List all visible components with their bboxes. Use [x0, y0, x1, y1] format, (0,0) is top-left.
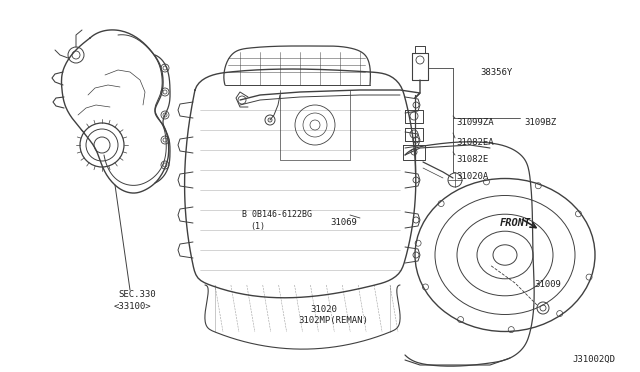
Text: 3109BZ: 3109BZ: [524, 118, 556, 127]
Text: 31099ZA: 31099ZA: [456, 118, 493, 127]
Text: 31020: 31020: [310, 305, 337, 314]
Text: 38356Y: 38356Y: [480, 68, 512, 77]
Text: 31009: 31009: [534, 280, 561, 289]
Text: B 0B146-6122BG: B 0B146-6122BG: [242, 210, 312, 219]
Text: 31082EA: 31082EA: [456, 138, 493, 147]
Text: 31082E: 31082E: [456, 155, 488, 164]
Text: 3102MP(REMAN): 3102MP(REMAN): [298, 316, 368, 325]
Text: 31069: 31069: [330, 218, 357, 227]
Text: (1): (1): [250, 222, 265, 231]
Text: <33100>: <33100>: [114, 302, 152, 311]
Text: J31002QD: J31002QD: [572, 355, 615, 364]
Text: 31020A: 31020A: [456, 172, 488, 181]
Text: FRONT: FRONT: [500, 218, 531, 228]
Text: SEC.330: SEC.330: [118, 290, 156, 299]
